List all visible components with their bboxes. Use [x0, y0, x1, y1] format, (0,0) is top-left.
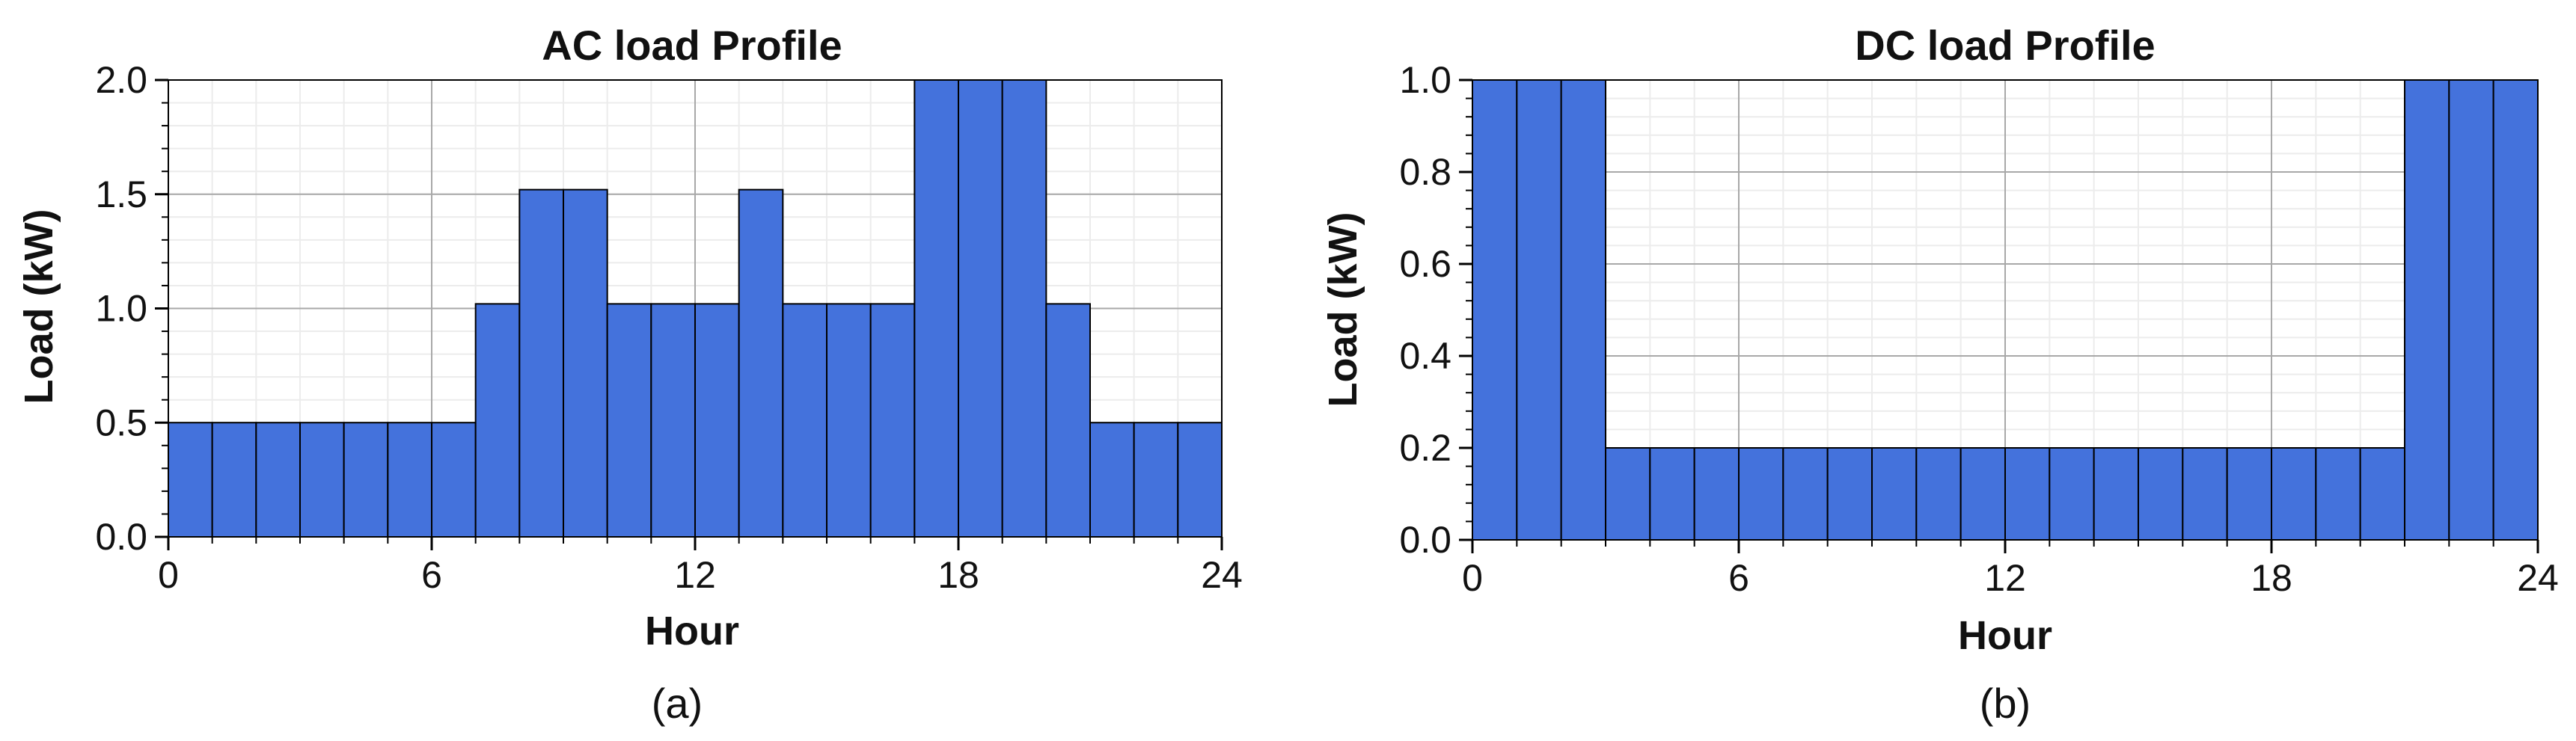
bar [431, 422, 477, 538]
bar [1915, 447, 1962, 541]
x-tick-label: 6 [421, 554, 442, 596]
y-tick-label: 1.5 [95, 173, 147, 215]
x-tick-label: 12 [674, 554, 716, 596]
panel-a: AC load Profile Load (kW) Hour (a) 0.0 0.… [16, 22, 1243, 727]
x-tick-label: 24 [2517, 557, 2559, 599]
bar [1177, 422, 1223, 538]
y-tick-label: 0.0 [1399, 519, 1451, 561]
bar [1472, 79, 1518, 541]
bar [782, 303, 828, 538]
bar [168, 422, 213, 538]
bar [1693, 447, 1740, 541]
bar [2404, 79, 2450, 541]
x-tick-label: 18 [937, 554, 979, 596]
bar [914, 79, 960, 538]
bar [2448, 79, 2494, 541]
bar [1738, 447, 1784, 541]
chart-title: AC load Profile [542, 22, 842, 69]
y-axis-label: Load (kW) [1321, 212, 1365, 408]
bar [826, 303, 872, 538]
bar [1871, 447, 1918, 541]
y-tick-label: 0.6 [1399, 243, 1451, 285]
bar [1089, 422, 1135, 538]
bar [1045, 303, 1092, 538]
bar [1649, 447, 1695, 541]
y-tick-label: 1.0 [95, 288, 147, 330]
bar [387, 422, 432, 538]
bar [869, 303, 916, 538]
bar [1516, 79, 1562, 541]
y-tick-label: 1.0 [1399, 59, 1451, 101]
y-axis-label: Load (kW) [16, 209, 61, 405]
chart-title: DC load Profile [1855, 22, 2155, 69]
bar [738, 188, 784, 538]
bar [2271, 447, 2317, 541]
bar [1959, 447, 2007, 541]
bar [518, 188, 564, 538]
x-tick-label: 0 [158, 554, 179, 596]
bar [1826, 447, 1873, 541]
bar [474, 303, 521, 538]
x-tick-label: 6 [1728, 557, 1749, 599]
bar [2182, 447, 2228, 541]
y-tick-label: 0.0 [95, 516, 147, 558]
panel-label: (a) [652, 680, 703, 727]
bar [1133, 422, 1179, 538]
panel-label: (b) [1980, 680, 2031, 727]
bar [1001, 79, 1047, 538]
bar [299, 422, 345, 538]
y-tick-label: 2.0 [95, 59, 147, 101]
bar [958, 79, 1003, 538]
bar [606, 303, 652, 538]
bars [1472, 79, 2539, 541]
x-tick-label: 0 [1462, 557, 1483, 599]
y-tick-label: 0.8 [1399, 151, 1451, 193]
x-axis-label: Hour [645, 609, 739, 654]
bar [1605, 447, 1651, 541]
bar [2004, 447, 2051, 541]
bar [2226, 447, 2273, 541]
bar [2049, 447, 2095, 541]
y-tick-label: 0.5 [95, 402, 147, 443]
bar [1560, 79, 1607, 541]
bar [211, 422, 257, 538]
bar [2093, 447, 2140, 541]
bar [563, 188, 608, 538]
bar [255, 422, 302, 538]
bar [650, 303, 696, 538]
bar [2359, 447, 2406, 541]
bar [694, 303, 740, 538]
panel-b: DC load Profile Load (kW) Hour (b) 0.0 0.… [1321, 22, 2559, 727]
y-tick-label: 0.4 [1399, 335, 1451, 377]
x-tick-label: 18 [2251, 557, 2292, 599]
bar [2138, 447, 2184, 541]
bar [1782, 447, 1829, 541]
x-tick-label: 12 [1984, 557, 2026, 599]
bars [168, 79, 1223, 538]
x-axis-label: Hour [1958, 613, 2052, 658]
bar [343, 422, 389, 538]
bar [2492, 79, 2539, 541]
x-tick-label: 24 [1201, 554, 1243, 596]
bar [2315, 447, 2361, 541]
y-tick-label: 0.2 [1399, 427, 1451, 469]
